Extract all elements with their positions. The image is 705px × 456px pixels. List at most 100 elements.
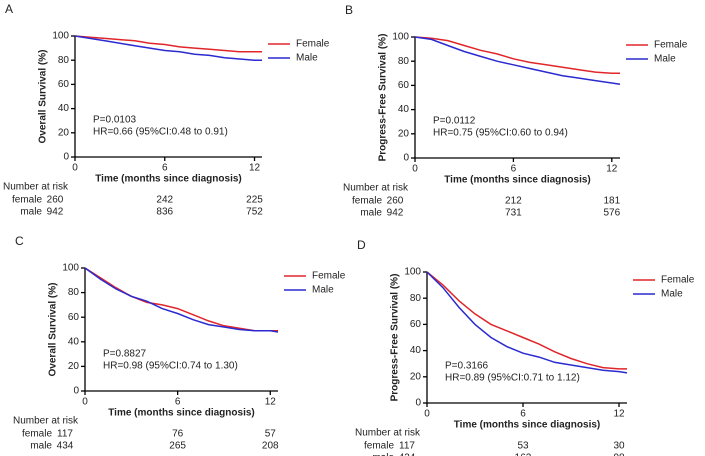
x-axis-label: Time (months since diagnosis) <box>444 175 591 186</box>
risk-title: Number at risk <box>343 183 409 194</box>
risk-count: 212 <box>505 196 522 207</box>
risk-count: 260 <box>387 196 404 207</box>
annotation: P=0.0103 <box>93 115 137 126</box>
legend-label: Male <box>654 54 676 65</box>
panel-label: B <box>345 3 353 17</box>
x-tick-label: 0 <box>72 163 78 174</box>
y-axis-label: Progress-Free Survival (%) <box>378 34 389 162</box>
y-tick-label: 20 <box>398 128 410 139</box>
risk-row-name: female <box>364 441 394 452</box>
x-tick-label: 12 <box>265 397 277 408</box>
y-tick-label: 0 <box>63 152 69 163</box>
risk-row-name: male <box>372 453 394 456</box>
survival-curve <box>74 35 262 61</box>
x-tick-label: 6 <box>175 397 181 408</box>
y-tick-label: 100 <box>392 32 409 43</box>
risk-count: 242 <box>156 195 173 206</box>
risk-row-name: female <box>22 429 52 440</box>
y-tick-label: 100 <box>404 267 421 278</box>
x-tick-label: 12 <box>606 164 618 175</box>
risk-count: 117 <box>399 441 415 452</box>
risk-count: 57 <box>265 429 277 440</box>
annotation: HR=0.98 (95%CI:0.74 to 1.30) <box>103 361 238 372</box>
annotation: P=0.3166 <box>445 361 489 372</box>
y-tick-label: 0 <box>73 386 79 397</box>
y-tick-label: 60 <box>398 80 410 91</box>
x-tick-label: 0 <box>412 164 418 175</box>
x-tick-label: 6 <box>520 409 526 420</box>
risk-count: 225 <box>246 195 263 206</box>
risk-count: 53 <box>517 441 529 452</box>
legend-label: Male <box>296 53 318 64</box>
y-tick-label: 100 <box>62 263 79 274</box>
legend-label: Female <box>654 40 688 51</box>
risk-row-name: female <box>12 195 42 206</box>
legend-label: Female <box>296 39 330 50</box>
y-tick-label: 0 <box>403 153 409 164</box>
x-tick-label: 12 <box>249 163 261 174</box>
y-tick-label: 80 <box>398 56 410 67</box>
risk-count: 30 <box>613 441 625 452</box>
survival-curve <box>84 267 278 332</box>
panel-label: A <box>5 2 13 16</box>
survival-curve <box>414 36 620 75</box>
x-axis-label: Time (months since diagnosis) <box>95 174 242 185</box>
risk-count: 942 <box>47 207 64 218</box>
survival-curve <box>414 36 621 85</box>
survival-curve <box>426 271 627 370</box>
y-axis-label: Overall Survival (%) <box>48 283 59 377</box>
risk-count: 836 <box>156 207 173 218</box>
y-tick-label: 20 <box>410 371 422 382</box>
risk-row-name: male <box>30 441 52 452</box>
y-tick-label: 20 <box>68 361 80 372</box>
y-axis-label: Progress-Free Survival (%) <box>390 274 401 402</box>
annotation: HR=0.89 (95%CI:0.71 to 1.12) <box>445 373 580 384</box>
y-tick-label: 20 <box>58 127 70 138</box>
panel-label: C <box>15 234 24 248</box>
annotation: P=0.0112 <box>433 116 476 127</box>
x-tick-label: 6 <box>162 163 168 174</box>
risk-title: Number at risk <box>13 416 79 427</box>
y-tick-label: 40 <box>398 104 410 115</box>
risk-count: 434 <box>399 453 416 456</box>
y-tick-label: 40 <box>58 103 70 114</box>
panel-label: D <box>357 238 366 252</box>
legend-label: Male <box>661 289 683 300</box>
risk-count: 181 <box>603 196 620 207</box>
risk-count: 98 <box>613 453 625 456</box>
y-tick-label: 80 <box>410 293 422 304</box>
risk-count: 434 <box>57 441 74 452</box>
risk-title: Number at risk <box>3 182 69 193</box>
x-tick-label: 0 <box>424 409 430 420</box>
survival-curve <box>74 35 262 53</box>
legend-label: Female <box>312 271 346 282</box>
annotation: HR=0.66 (95%CI:0.48 to 0.91) <box>93 127 228 138</box>
annotation: HR=0.75 (95%CI:0.60 to 0.94) <box>433 128 568 139</box>
risk-count: 162 <box>515 453 532 456</box>
y-tick-label: 0 <box>415 398 421 409</box>
y-tick-label: 100 <box>52 31 69 42</box>
y-tick-label: 40 <box>410 345 422 356</box>
legend-label: Male <box>312 285 334 296</box>
risk-count: 576 <box>603 208 620 219</box>
y-tick-label: 60 <box>410 319 422 330</box>
x-axis-label: Time (months since diagnosis) <box>454 420 601 431</box>
risk-row-name: male <box>20 207 42 218</box>
risk-count: 752 <box>246 207 263 218</box>
x-tick-label: 6 <box>511 164 517 175</box>
survival-curve <box>84 267 279 333</box>
y-tick-label: 40 <box>68 336 80 347</box>
y-tick-label: 60 <box>68 312 80 323</box>
y-tick-label: 80 <box>68 287 80 298</box>
y-tick-label: 60 <box>58 79 70 90</box>
risk-title: Number at risk <box>355 428 421 439</box>
risk-count: 208 <box>262 441 279 452</box>
x-tick-label: 0 <box>82 397 88 408</box>
x-tick-label: 12 <box>613 409 625 420</box>
annotation: P=0.8827 <box>103 349 147 360</box>
risk-count: 117 <box>57 429 73 440</box>
risk-row-name: female <box>352 196 382 207</box>
risk-count: 260 <box>47 195 64 206</box>
legend-label: Female <box>661 275 695 286</box>
